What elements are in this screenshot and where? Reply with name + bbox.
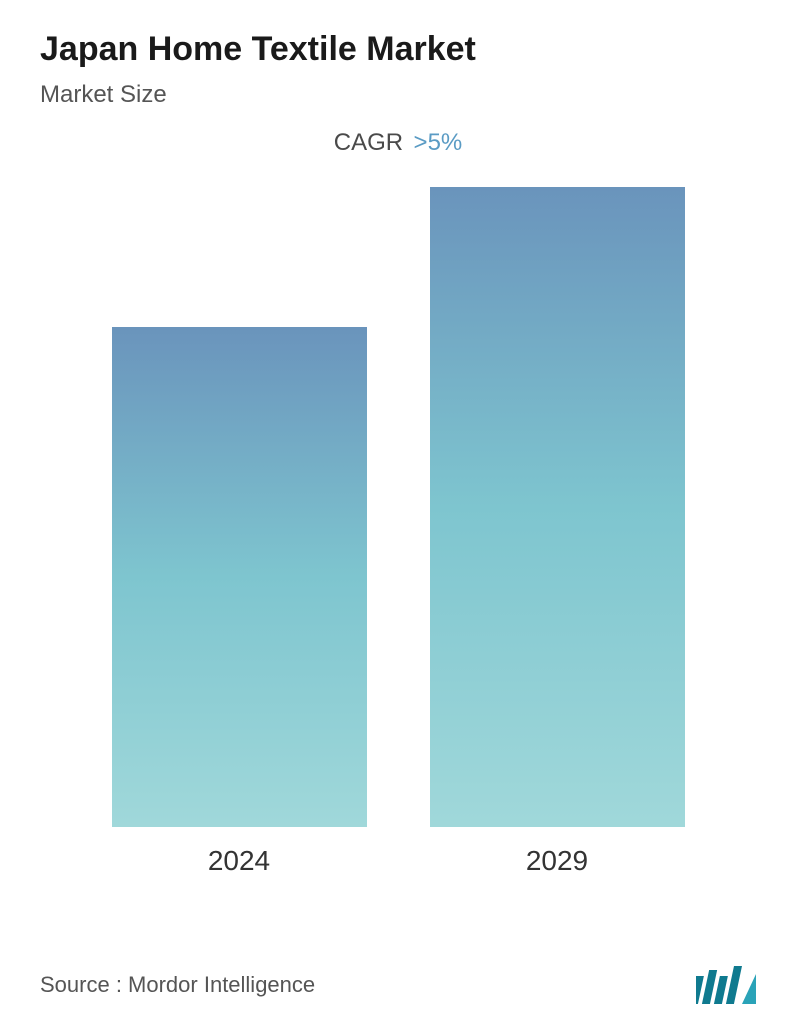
brand-logo <box>696 966 756 1004</box>
cagr-label: CAGR <box>334 129 403 156</box>
cagr-value: >5% <box>414 129 463 156</box>
mordor-logo-icon <box>696 966 756 1004</box>
bar-group-2029: 2029 <box>430 187 685 877</box>
bar-group-2024: 2024 <box>112 327 367 877</box>
bar-2024 <box>112 327 367 827</box>
chart-title: Japan Home Textile Market <box>40 30 756 69</box>
source-text: Source : Mordor Intelligence <box>40 972 315 998</box>
chart-area: 2024 2029 <box>40 197 756 877</box>
bar-label-2029: 2029 <box>526 845 588 877</box>
bar-label-2024: 2024 <box>208 845 270 877</box>
chart-subtitle: Market Size <box>40 81 756 109</box>
footer: Source : Mordor Intelligence <box>40 966 756 1004</box>
cagr-row: CAGR >5% <box>40 129 756 157</box>
bar-2029 <box>430 187 685 827</box>
